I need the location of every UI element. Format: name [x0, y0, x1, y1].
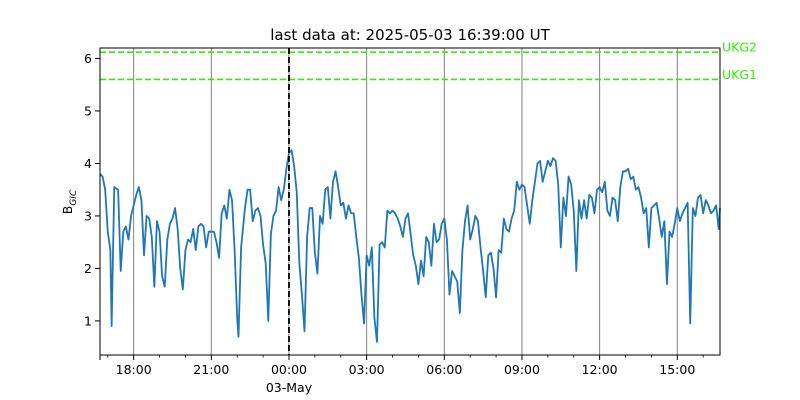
y-tick-label: 3	[84, 208, 92, 223]
x-axis: 18:00 21:00 00:00 03:00 06:00 09:00 12:00 15:00	[99, 355, 704, 377]
x-tick-label: 12:00	[582, 362, 618, 377]
y-axis-label-subscript: GIC	[69, 189, 79, 206]
x-tick-label: 09:00	[504, 362, 540, 377]
y-axis-label: BGIC	[60, 189, 79, 214]
threshold-label-ukg1: UKG1	[722, 67, 757, 82]
x-tick-label: 00:00	[271, 362, 307, 377]
plot-area	[99, 47, 721, 356]
chart-title: last data at: 2025-05-03 16:39:00 UT	[270, 26, 550, 44]
x-tick-label: 03:00	[349, 362, 385, 377]
series-line-bgic	[99, 149, 721, 343]
threshold-lines	[100, 51, 720, 81]
y-tick-label: 2	[84, 261, 92, 276]
x-tick-label: 18:00	[116, 362, 152, 377]
x-tick-label: 15:00	[659, 362, 695, 377]
y-axis: 1 2 3 4 5 6	[84, 51, 100, 328]
plot-frame	[99, 47, 721, 356]
y-tick-label: 4	[84, 156, 92, 171]
threshold-label-ukg2: UKG2	[722, 40, 757, 55]
y-tick-label: 1	[84, 313, 92, 328]
x-tick-label: 21:00	[193, 362, 229, 377]
y-axis-label-main: B	[60, 206, 75, 215]
y-tick-label: 6	[84, 51, 92, 66]
y-tick-label: 5	[84, 103, 92, 118]
x-axis-date-label: 03-May	[266, 380, 313, 395]
x-tick-label: 06:00	[426, 362, 462, 377]
